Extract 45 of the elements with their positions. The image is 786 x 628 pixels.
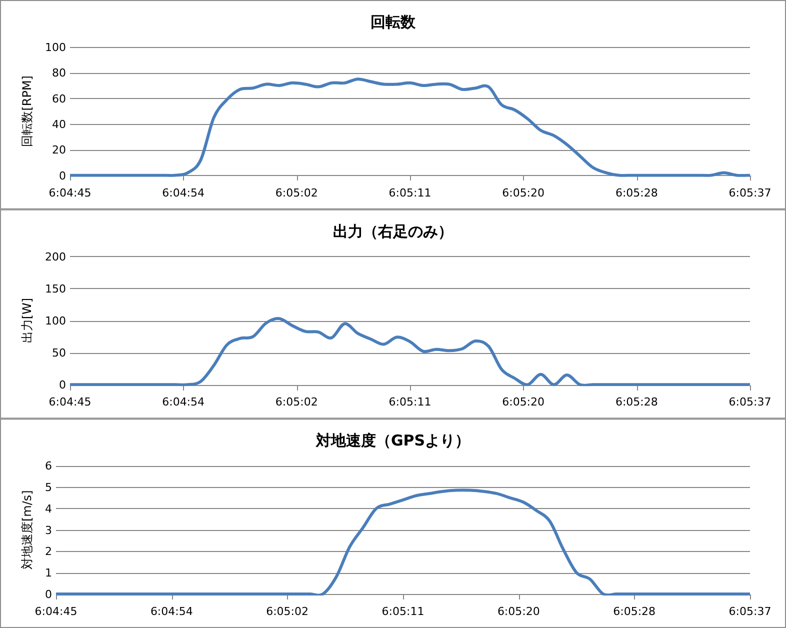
chart-title: 出力（右足のみ）: [333, 222, 453, 240]
y-axis-title: 回転数[RPM]: [20, 76, 34, 147]
y-tick-label: 150: [45, 282, 66, 296]
y-tick-label: 0: [59, 169, 66, 182]
x-tick-label: 6:05:11: [388, 186, 432, 200]
x-tick-label: 6:05:02: [266, 605, 309, 618]
y-axis-title: 出力[W]: [20, 298, 34, 344]
x-tick-label: 6:04:45: [34, 605, 78, 618]
x-tick-label: 6:05:20: [502, 186, 545, 200]
x-tick-label: 6:04:45: [48, 396, 92, 409]
x-tick-label: 6:05:11: [388, 396, 432, 409]
y-tick-label: 60: [52, 92, 66, 106]
y-tick-label: 200: [45, 250, 66, 264]
y-tick-label: 100: [45, 41, 66, 54]
y-tick-label: 50: [52, 346, 66, 360]
y-tick-label: 0: [59, 378, 66, 392]
x-tick-label: 6:05:37: [728, 605, 772, 618]
y-axis-title: 対地速度[m/s]: [20, 490, 34, 570]
chart-title: 対地速度（GPSより）: [314, 432, 470, 450]
y-tick-label: 20: [52, 144, 66, 157]
y-tick-label: 80: [52, 66, 66, 80]
x-tick-label: 6:05:37: [728, 186, 772, 200]
y-tick-label: 100: [45, 314, 66, 328]
x-tick-label: 6:05:37: [728, 396, 772, 409]
x-tick-label: 6:05:02: [275, 396, 318, 409]
y-tick-label: 5: [45, 481, 52, 494]
x-tick-label: 6:05:20: [497, 605, 540, 618]
x-tick-label: 6:04:54: [150, 605, 193, 618]
y-tick-label: 6: [45, 460, 52, 473]
chart-title: 回転数: [370, 13, 416, 31]
y-tick-label: 4: [45, 502, 52, 516]
x-tick-label: 6:05:28: [613, 605, 656, 618]
y-tick-label: 2: [45, 545, 52, 558]
x-tick-label: 6:05:11: [382, 605, 424, 618]
x-tick-label: 6:04:54: [162, 396, 205, 409]
x-tick-label: 6:04:45: [48, 186, 92, 200]
y-tick-label: 3: [45, 524, 52, 537]
x-tick-label: 6:04:54: [162, 186, 205, 200]
x-tick-label: 6:05:20: [502, 396, 545, 409]
x-tick-label: 6:05:28: [615, 186, 658, 200]
y-tick-label: 0: [45, 588, 52, 601]
y-tick-label: 1: [45, 566, 52, 580]
x-tick-label: 6:05:28: [615, 396, 658, 409]
x-tick-label: 6:05:02: [275, 186, 318, 200]
y-tick-label: 40: [52, 118, 66, 131]
